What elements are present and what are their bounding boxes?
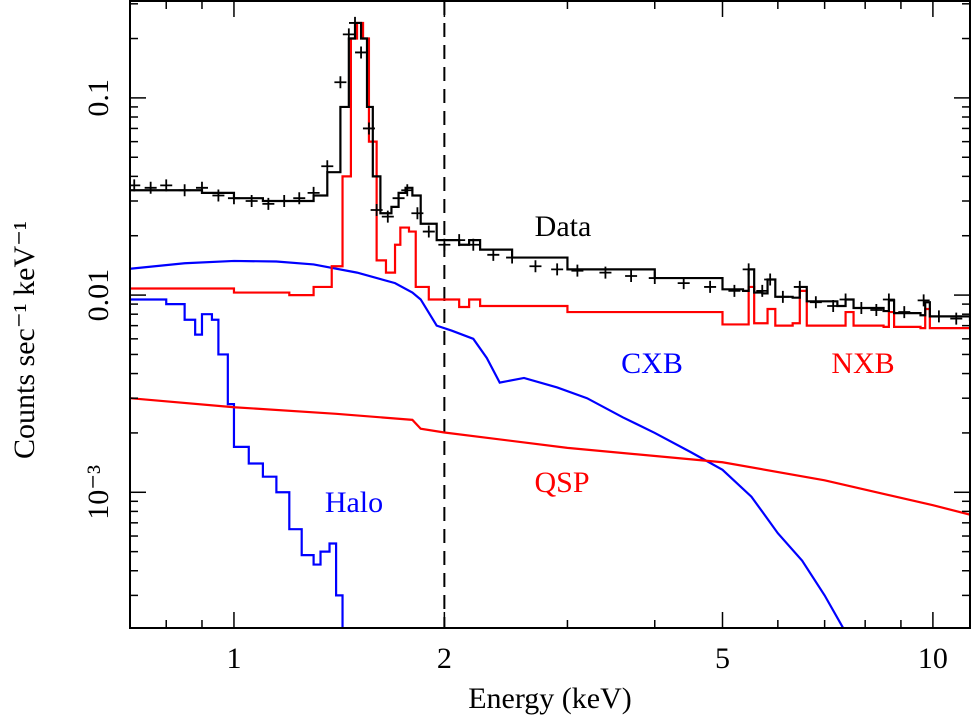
data-point	[401, 184, 414, 197]
data-point	[278, 195, 291, 208]
data-point	[392, 192, 405, 205]
data-point	[506, 251, 519, 264]
y-axis-label: Counts sec⁻¹ keV⁻¹	[8, 221, 41, 459]
data-point	[487, 248, 500, 261]
data-point	[704, 280, 717, 293]
x-axis-label: Energy (keV)	[468, 682, 632, 715]
data-point	[195, 181, 208, 194]
data-point	[342, 28, 355, 41]
x-tick-label: 2	[437, 642, 452, 675]
data-point	[362, 122, 375, 135]
data-point	[245, 195, 258, 208]
series-line	[130, 21, 970, 330]
data-point	[321, 160, 334, 173]
series-line	[130, 21, 970, 321]
data-point	[422, 225, 435, 238]
data-point	[950, 312, 963, 325]
data-point	[453, 234, 466, 247]
data-point	[438, 238, 451, 251]
data-point	[870, 304, 883, 317]
plot-area	[130, 1, 970, 628]
data-point	[381, 210, 394, 223]
data-point	[764, 273, 777, 286]
plot-frame	[129, 0, 971, 629]
x-tick-label: 1	[226, 642, 241, 675]
data-point	[728, 284, 741, 297]
data-point	[917, 294, 930, 307]
series-label: NXB	[831, 347, 894, 380]
data-point	[467, 238, 480, 251]
series-line	[130, 397, 970, 516]
y-tick-label: 0.01	[82, 269, 115, 322]
data-point	[648, 272, 661, 285]
data-point	[742, 263, 755, 276]
data-point	[227, 192, 240, 205]
data-point	[855, 302, 868, 315]
series-line	[130, 298, 344, 628]
data-point	[370, 204, 383, 217]
data-point	[599, 266, 612, 279]
data-point	[882, 293, 895, 306]
data-point	[776, 290, 789, 303]
data-point	[307, 186, 320, 199]
data-point	[756, 284, 769, 297]
data-point	[160, 179, 173, 192]
series-label: CXB	[621, 347, 683, 380]
series-label: QSP	[534, 466, 589, 499]
data-point	[334, 76, 347, 89]
series-label: Data	[535, 210, 592, 243]
data-point	[529, 260, 542, 273]
y-tick-label: 10⁻³	[82, 465, 115, 520]
data-point	[793, 280, 806, 293]
data-point	[262, 197, 275, 210]
x-tick-label: 10	[918, 642, 948, 675]
data-point	[677, 277, 690, 290]
y-tick-label: 0.1	[82, 79, 115, 117]
data-point	[212, 189, 225, 202]
data-point	[898, 306, 911, 319]
data-point	[411, 207, 424, 220]
data-point	[144, 181, 157, 194]
data-point	[625, 269, 638, 282]
series-line	[130, 259, 845, 628]
data-point	[809, 296, 822, 309]
data-point	[355, 46, 368, 59]
data-point	[293, 192, 306, 205]
data-point	[349, 16, 362, 29]
data-point	[178, 184, 191, 197]
data-point	[932, 310, 945, 323]
data-point	[839, 293, 852, 306]
data-point	[551, 263, 564, 276]
data-point	[827, 300, 840, 313]
data-point	[571, 264, 584, 277]
series-label: Halo	[325, 486, 383, 519]
x-tick-label: 5	[715, 642, 730, 675]
